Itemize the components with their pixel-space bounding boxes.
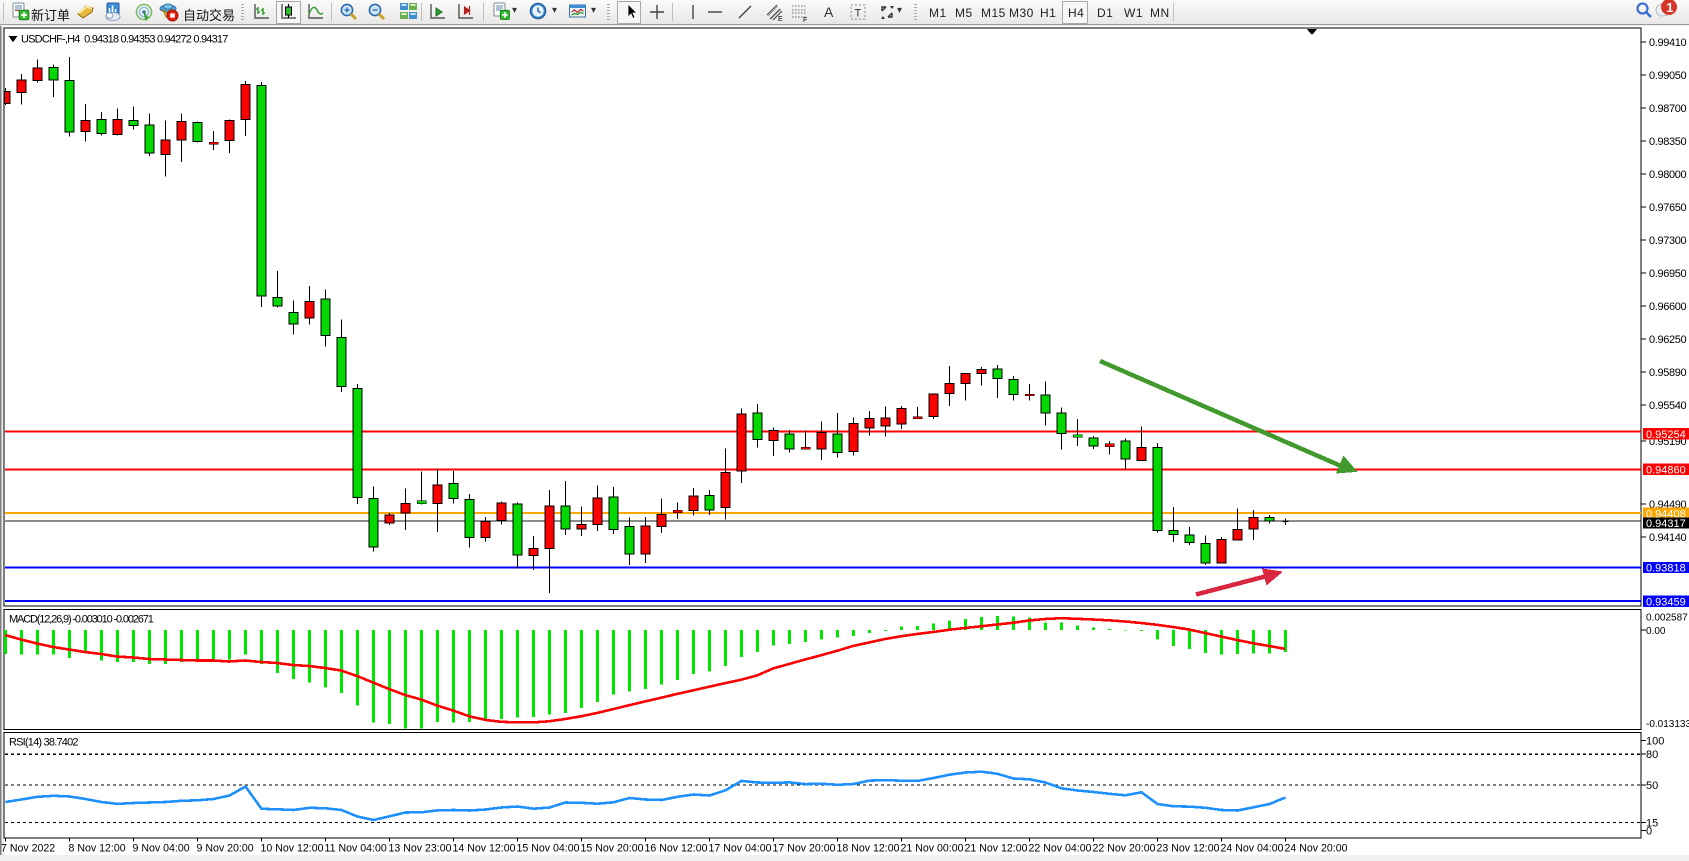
svg-text:0.98350: 0.98350 [1649,136,1687,148]
svg-text:0.97300: 0.97300 [1649,235,1687,247]
svg-text:0.98700: 0.98700 [1649,103,1687,115]
svg-text:0.95890: 0.95890 [1649,367,1687,379]
svg-text:22 Nov 20:00: 22 Nov 20:00 [1093,843,1156,855]
svg-text:50: 50 [1646,780,1658,792]
svg-text:T: T [855,8,862,20]
svg-text:100: 100 [1646,736,1664,748]
svg-text:0.94140: 0.94140 [1649,532,1687,544]
svg-text:16 Nov 12:00: 16 Nov 12:00 [645,843,708,855]
svg-text:9 Nov 04:00: 9 Nov 04:00 [133,843,190,855]
svg-text:1: 1 [1666,0,1673,15]
svg-text:E: E [778,16,783,23]
svg-text:9 Nov 20:00: 9 Nov 20:00 [197,843,254,855]
svg-text:-0.013133: -0.013133 [1646,719,1689,730]
svg-text:24 Nov 04:00: 24 Nov 04:00 [1221,843,1284,855]
svg-text:10 Nov 12:00: 10 Nov 12:00 [261,843,324,855]
svg-text:15 Nov 20:00: 15 Nov 20:00 [581,843,644,855]
svg-text:0.002587: 0.002587 [1646,612,1688,623]
svg-text:18 Nov 12:00: 18 Nov 12:00 [837,843,900,855]
svg-text:17 Nov 04:00: 17 Nov 04:00 [709,843,772,855]
svg-text:0.93818: 0.93818 [1646,563,1686,575]
svg-text:0.94317: 0.94317 [1646,518,1686,530]
svg-text:0.96600: 0.96600 [1649,301,1687,313]
svg-text:USDCHF-,H4 0.94318 0.94353 0.: USDCHF-,H4 0.94318 0.94353 0.94272 0.943… [21,34,228,46]
svg-text:14 Nov 12:00: 14 Nov 12:00 [453,843,516,855]
svg-text:7 Nov 2022: 7 Nov 2022 [1,843,55,855]
svg-text:0.95254: 0.95254 [1646,429,1686,441]
svg-text:0.99050: 0.99050 [1649,70,1687,82]
svg-text:0.96250: 0.96250 [1649,334,1687,346]
svg-text:13 Nov 23:00: 13 Nov 23:00 [389,843,452,855]
svg-text:F: F [803,17,807,23]
svg-text:0.97650: 0.97650 [1649,202,1687,214]
svg-text:0.96950: 0.96950 [1649,268,1687,280]
svg-text:80: 80 [1646,749,1658,761]
svg-text:17 Nov 20:00: 17 Nov 20:00 [773,843,836,855]
svg-text:24 Nov 20:00: 24 Nov 20:00 [1285,843,1348,855]
svg-text:11 Nov 04:00: 11 Nov 04:00 [325,843,387,855]
svg-text:0: 0 [1646,826,1652,838]
svg-text:15 Nov 04:00: 15 Nov 04:00 [517,843,580,855]
svg-text:0.00: 0.00 [1646,626,1666,637]
svg-text:21 Nov 00:00: 21 Nov 00:00 [901,843,964,855]
svg-text:RSI(14) 38.7402: RSI(14) 38.7402 [9,737,78,749]
svg-text:15: 15 [1646,818,1658,830]
svg-text:23 Nov 12:00: 23 Nov 12:00 [1157,843,1220,855]
svg-text:0.93459: 0.93459 [1646,597,1686,609]
svg-text:22 Nov 04:00: 22 Nov 04:00 [1029,843,1092,855]
svg-text:0.99410: 0.99410 [1649,37,1687,49]
svg-text:21 Nov 12:00: 21 Nov 12:00 [965,843,1028,855]
svg-text:0.98000: 0.98000 [1649,169,1687,181]
svg-text:8 Nov 12:00: 8 Nov 12:00 [69,843,126,855]
svg-text:0.94860: 0.94860 [1646,465,1686,477]
svg-text:0.95540: 0.95540 [1649,400,1687,412]
svg-text:MACD(12,26,9) -0.003010 -0.002: MACD(12,26,9) -0.003010 -0.002671 [9,614,154,626]
